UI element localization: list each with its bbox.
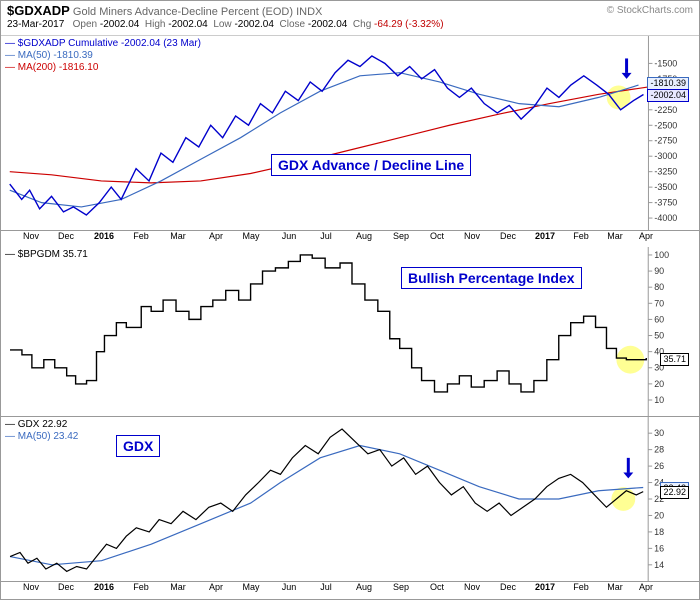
panel-advance-decline: -1500-1750-2000-2250-2500-2750-3000-3250…: [1, 36, 699, 231]
svg-text:-2250: -2250: [654, 105, 677, 115]
x-tick: Jul: [320, 231, 332, 241]
legend: — $BPGDM 35.71: [5, 249, 88, 261]
x-tick: Jun: [282, 582, 297, 592]
x-tick: Apr: [209, 231, 223, 241]
svg-text:-4000: -4000: [654, 213, 677, 223]
x-tick: Oct: [430, 582, 444, 592]
svg-text:18: 18: [654, 527, 664, 537]
annotation-label: GDX Advance / Decline Line: [271, 154, 471, 176]
x-tick: Jun: [282, 231, 297, 241]
x-tick: Dec: [500, 231, 516, 241]
svg-text:20: 20: [654, 379, 664, 389]
x-axis-1: Nov Dec 2016 Feb Mar Apr May Jun Jul Aug Sep Oct Nov…: [1, 231, 699, 247]
value-flag: 22.92: [660, 486, 689, 499]
x-tick: 2017: [535, 231, 555, 241]
value-flag: 35.71: [660, 353, 689, 366]
x-tick: Feb: [573, 231, 589, 241]
legend: — GDX 22.92— MA(50) 23.42: [5, 419, 78, 443]
x-tick: Apr: [639, 582, 653, 592]
x-tick: 2016: [94, 231, 114, 241]
x-tick: Nov: [464, 231, 480, 241]
svg-text:30: 30: [654, 428, 664, 438]
x-tick: Dec: [58, 231, 74, 241]
x-tick: 2016: [94, 582, 114, 592]
svg-text:26: 26: [654, 461, 664, 471]
x-tick: Mar: [170, 231, 186, 241]
x-tick: Oct: [430, 231, 444, 241]
svg-text:-3500: -3500: [654, 182, 677, 192]
panel-bullish-pct: 102030405060708090100— $BPGDM 35.71Bulli…: [1, 247, 699, 417]
svg-text:-3750: -3750: [654, 198, 677, 208]
svg-text:60: 60: [654, 314, 664, 324]
x-tick: 2017: [535, 582, 555, 592]
x-tick: Aug: [356, 582, 372, 592]
ohlc-line: 23-Mar-2017 Open -2002.04 High -2002.04 …: [7, 19, 693, 30]
svg-text:14: 14: [654, 560, 664, 570]
x-tick: Dec: [58, 582, 74, 592]
x-tick: Aug: [356, 231, 372, 241]
x-tick: Feb: [573, 582, 589, 592]
attribution: © StockCharts.com: [607, 5, 693, 16]
svg-text:-2750: -2750: [654, 136, 677, 146]
svg-text:90: 90: [654, 266, 664, 276]
svg-text:50: 50: [654, 331, 664, 341]
x-tick: Nov: [464, 582, 480, 592]
x-tick: Apr: [209, 582, 223, 592]
svg-text:28: 28: [654, 445, 664, 455]
change-value: -64.29 (-3.32%): [374, 19, 443, 30]
svg-text:-2500: -2500: [654, 120, 677, 130]
x-tick: May: [242, 231, 259, 241]
legend: — $GDXADP Cumulative -2002.04 (23 Mar)— …: [5, 38, 201, 74]
x-tick: Apr: [639, 231, 653, 241]
svg-text:80: 80: [654, 282, 664, 292]
x-tick: Feb: [133, 582, 149, 592]
x-tick: Sep: [393, 582, 409, 592]
panel-gdx: 141618202224262830— GDX 22.92— MA(50) 23…: [1, 417, 699, 582]
x-tick: Feb: [133, 231, 149, 241]
svg-text:20: 20: [654, 510, 664, 520]
annotation-label: Bullish Percentage Index: [401, 267, 582, 289]
svg-text:-3250: -3250: [654, 167, 677, 177]
x-tick: Mar: [607, 231, 623, 241]
date: 23-Mar-2017: [7, 19, 64, 30]
svg-text:16: 16: [654, 543, 664, 553]
stock-chart: $GDXADP Gold Miners Advance-Decline Perc…: [0, 0, 700, 600]
x-axis-2: Nov Dec 2016 Feb Mar Apr May Jun Jul Aug Sep Oct Nov…: [1, 582, 699, 598]
symbol: $GDXADP: [7, 3, 70, 18]
svg-text:-1500: -1500: [654, 58, 677, 68]
x-tick: Mar: [170, 582, 186, 592]
svg-text:-3000: -3000: [654, 151, 677, 161]
x-tick: Dec: [500, 582, 516, 592]
value-flag: -2002.04: [647, 89, 689, 102]
x-tick: Jul: [320, 582, 332, 592]
x-tick: Mar: [607, 582, 623, 592]
chart-header: $GDXADP Gold Miners Advance-Decline Perc…: [1, 1, 699, 36]
x-tick: Nov: [23, 582, 39, 592]
svg-text:10: 10: [654, 395, 664, 405]
chart-title: Gold Miners Advance-Decline Percent (EOD…: [73, 6, 322, 18]
x-tick: Nov: [23, 231, 39, 241]
svg-text:100: 100: [654, 250, 669, 260]
svg-text:70: 70: [654, 298, 664, 308]
annotation-label: GDX: [116, 435, 160, 457]
x-tick: Sep: [393, 231, 409, 241]
x-tick: May: [242, 582, 259, 592]
